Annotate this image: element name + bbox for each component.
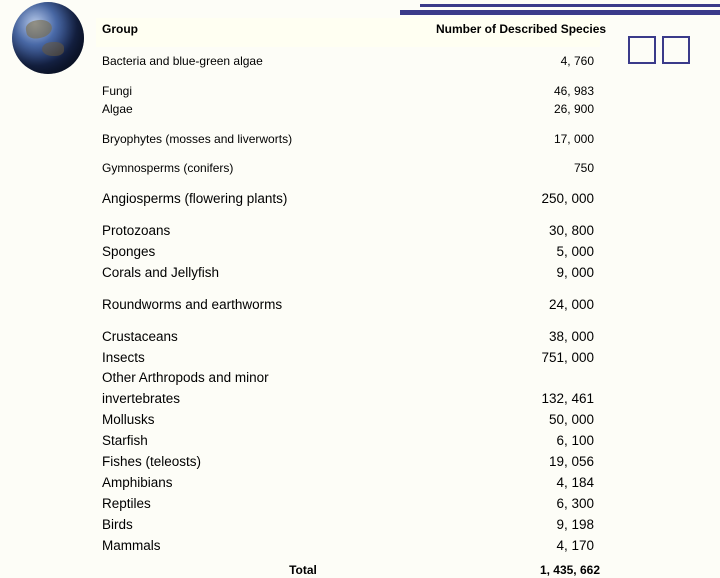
group-name: Protozoans [102,221,424,242]
group-cell: Bryophytes (mosses and liverworts) [96,125,430,154]
species-count: 9, 000 [436,263,594,284]
group-name: Insects [102,348,424,369]
group-cell: FungiAlgae [96,77,430,124]
value-cell: 46, 98326, 900 [430,77,600,124]
species-count: 6, 100 [436,431,594,452]
table-total-row: Total 1, 435, 662 [96,563,600,578]
table-row: Bryophytes (mosses and liverworts) 17, 00… [96,125,600,155]
value-cell: 30, 8005, 0009, 000 [430,216,600,289]
species-count: 4, 760 [436,52,594,71]
group-name: Bacteria and blue-green algae [102,52,424,71]
value-cell: 38, 000751, 000 132, 46150, 0006, 10019,… [430,322,600,562]
group-name: Reptiles [102,494,424,515]
value-cell: 4, 760 [430,47,600,76]
species-count: 24, 000 [436,295,594,316]
value-cell: 250, 000 [430,184,600,215]
species-count: 46, 983 [436,82,594,101]
group-name: Roundworms and earthworms [102,295,424,316]
species-count [436,368,594,389]
species-count: 132, 461 [436,389,594,410]
total-value: 1, 435, 662 [430,563,600,577]
species-table: Group Number of Described Species Bacter… [96,18,600,578]
group-cell: Gymnosperms (conifers) [96,154,430,183]
species-count: 30, 800 [436,221,594,242]
group-name: Starfish [102,431,424,452]
group-name: Fungi [102,82,424,101]
species-count: 750 [436,159,594,178]
group-cell: Angiosperms (flowering plants) [96,184,430,215]
group-name: Corals and Jellyfish [102,263,424,284]
globe-icon [12,2,84,74]
group-name: Angiosperms (flowering plants) [102,189,424,210]
species-count: 751, 000 [436,348,594,369]
table-row: Gymnosperms (conifers) 750 [96,154,600,184]
total-label: Total [96,563,430,577]
table-row: Roundworms and earthworms 24, 000 [96,290,600,322]
header-square-icon [662,36,690,64]
group-cell: Bacteria and blue-green algae [96,47,430,76]
species-count: 50, 000 [436,410,594,431]
page-canvas: Group Number of Described Species Bacter… [0,0,720,540]
group-cell: CrustaceansInsectsOther Arthropods and m… [96,322,430,562]
group-name: Crustaceans [102,327,424,348]
group-name: Birds [102,515,424,536]
species-count: 4, 184 [436,473,594,494]
table-header-row: Group Number of Described Species [96,18,600,47]
group-name: Gymnosperms (conifers) [102,159,424,178]
group-name: Mollusks [102,410,424,431]
table-row: FungiAlgae46, 98326, 900 [96,77,600,125]
group-name: invertebrates [102,389,424,410]
table-body: Bacteria and blue-green algae 4, 760 Fungi… [96,47,600,563]
species-count: 4, 170 [436,536,594,557]
value-cell: 17, 000 [430,125,600,154]
table-row: CrustaceansInsectsOther Arthropods and m… [96,322,600,563]
group-name: Sponges [102,242,424,263]
species-count: 38, 000 [436,327,594,348]
header-rule-thick [400,10,720,15]
species-count: 17, 000 [436,130,594,149]
table-row: Angiosperms (flowering plants) 250, 000 [96,184,600,216]
species-count: 5, 000 [436,242,594,263]
group-name: Fishes (teleosts) [102,452,424,473]
species-count: 26, 900 [436,100,594,119]
group-name: Mammals [102,536,424,557]
group-name: Amphibians [102,473,424,494]
column-header-group: Group [96,18,430,46]
group-name: Bryophytes (mosses and liverworts) [102,130,424,149]
value-cell: 24, 000 [430,290,600,321]
table-row: ProtozoansSpongesCorals and Jellyfish30,… [96,216,600,290]
species-count: 250, 000 [436,189,594,210]
group-cell: Roundworms and earthworms [96,290,430,321]
header-square-icon [628,36,656,64]
species-count: 6, 300 [436,494,594,515]
table-row: Bacteria and blue-green algae 4, 760 [96,47,600,77]
value-cell: 750 [430,154,600,183]
header-rule-thin [420,4,720,7]
species-count: 19, 056 [436,452,594,473]
column-header-value: Number of Described Species [430,18,600,46]
group-name: Other Arthropods and minor [102,368,424,389]
species-count: 9, 198 [436,515,594,536]
group-name: Algae [102,100,424,119]
group-cell: ProtozoansSpongesCorals and Jellyfish [96,216,430,289]
